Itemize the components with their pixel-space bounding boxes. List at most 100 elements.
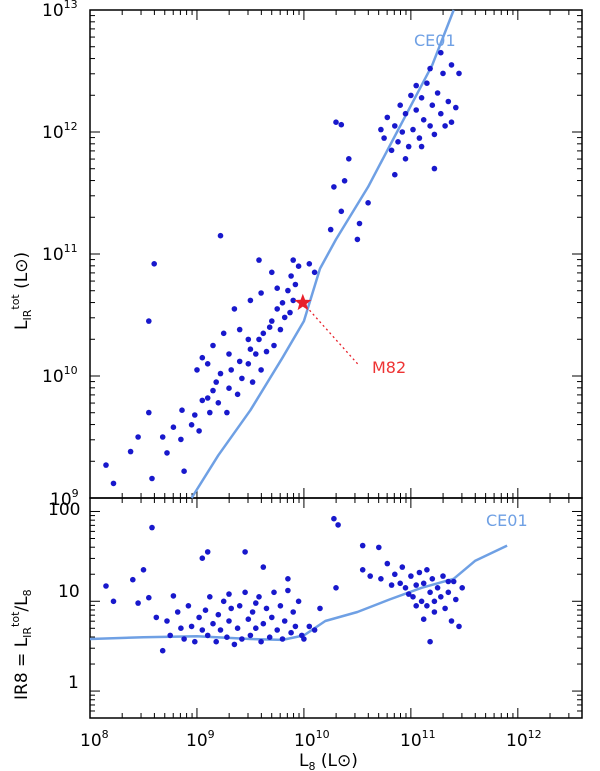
data-point [217, 232, 224, 239]
data-point [285, 576, 291, 582]
data-point [288, 273, 294, 279]
data-point [311, 269, 318, 276]
data-point [149, 524, 155, 531]
data-point [210, 342, 216, 349]
data-point [220, 330, 227, 337]
data-point [405, 143, 412, 150]
svg-text:LIRtot (L⊙): LIRtot (L⊙) [9, 252, 34, 330]
data-point [217, 370, 224, 377]
data-point [427, 589, 433, 596]
data-point [164, 450, 170, 456]
data-point [274, 627, 281, 633]
data-point [288, 629, 294, 636]
top-y-tick-label: 1011 [42, 242, 78, 265]
top-y-tick-label: 1013 [42, 0, 78, 21]
x-tick-label: 108 [80, 728, 109, 751]
data-point [402, 156, 409, 162]
data-point [438, 594, 444, 600]
data-point [192, 638, 198, 645]
data-point [260, 330, 267, 337]
data-point [408, 573, 414, 579]
data-point [392, 123, 398, 129]
data-point [207, 409, 213, 416]
data-point [413, 603, 420, 609]
data-point [359, 542, 366, 549]
data-point [279, 300, 286, 306]
data-point [445, 98, 452, 105]
data-point [245, 616, 252, 622]
data-point [199, 627, 206, 633]
data-point [384, 560, 391, 567]
data-point [427, 638, 433, 645]
data-point [301, 636, 307, 642]
data-point [281, 618, 288, 624]
data-point [159, 434, 166, 440]
data-point [281, 314, 288, 321]
data-point [384, 114, 391, 121]
data-point [188, 623, 195, 630]
data-point [260, 564, 267, 570]
data-point [429, 102, 436, 108]
data-point [418, 143, 425, 150]
data-point [456, 70, 462, 77]
data-point [135, 600, 141, 606]
data-point [290, 609, 297, 615]
data-point [258, 290, 264, 296]
data-point [170, 593, 177, 599]
data-point [253, 351, 259, 357]
data-point [456, 623, 462, 630]
x-axis-label: L8 (L⊙) [299, 751, 358, 771]
data-point [431, 131, 438, 138]
data-point [247, 297, 254, 304]
top-model-label: CE01 [414, 31, 456, 50]
data-point [153, 614, 160, 621]
data-point [335, 522, 341, 528]
top-y-tick-label: 1012 [42, 120, 78, 143]
data-point [274, 285, 281, 292]
data-point [149, 475, 155, 482]
data-point [338, 208, 345, 215]
data-point [213, 379, 219, 385]
data-point [146, 409, 152, 416]
top-y-axis-label: LIRtot (L⊙) [9, 252, 34, 330]
data-point [210, 387, 216, 394]
top-y-tick-labels: 109 1010 1011 1012 1013 [42, 0, 79, 510]
data-point [311, 627, 318, 633]
data-point [226, 351, 232, 357]
data-point [204, 395, 211, 401]
data-point [170, 424, 177, 431]
data-point [239, 636, 245, 642]
data-point [271, 589, 277, 596]
data-point [416, 135, 423, 141]
data-point [215, 400, 222, 406]
data-point [164, 618, 170, 624]
data-point [442, 605, 448, 612]
data-point [269, 318, 275, 324]
data-point [399, 129, 406, 135]
data-point [331, 184, 337, 190]
data-point [181, 468, 187, 475]
data-point [327, 226, 334, 233]
data-point [418, 95, 425, 101]
x-tick-label: 1011 [400, 728, 436, 751]
data-point [263, 605, 270, 612]
data-point [405, 591, 412, 597]
data-point [224, 634, 230, 640]
top-panel-frame [89, 9, 583, 499]
data-point [245, 336, 252, 343]
data-point [285, 287, 291, 294]
highlight-layer [294, 293, 360, 366]
data-point [346, 156, 352, 162]
data-point [438, 49, 444, 56]
data-point [440, 70, 446, 77]
data-point [266, 634, 273, 640]
bottom-model-label: CE01 [486, 511, 528, 530]
data-point [269, 269, 275, 276]
data-point [392, 571, 398, 578]
data-point [354, 236, 361, 243]
data-point [292, 281, 299, 288]
data-point [427, 123, 433, 129]
data-point [378, 576, 384, 582]
data-point [306, 623, 313, 630]
